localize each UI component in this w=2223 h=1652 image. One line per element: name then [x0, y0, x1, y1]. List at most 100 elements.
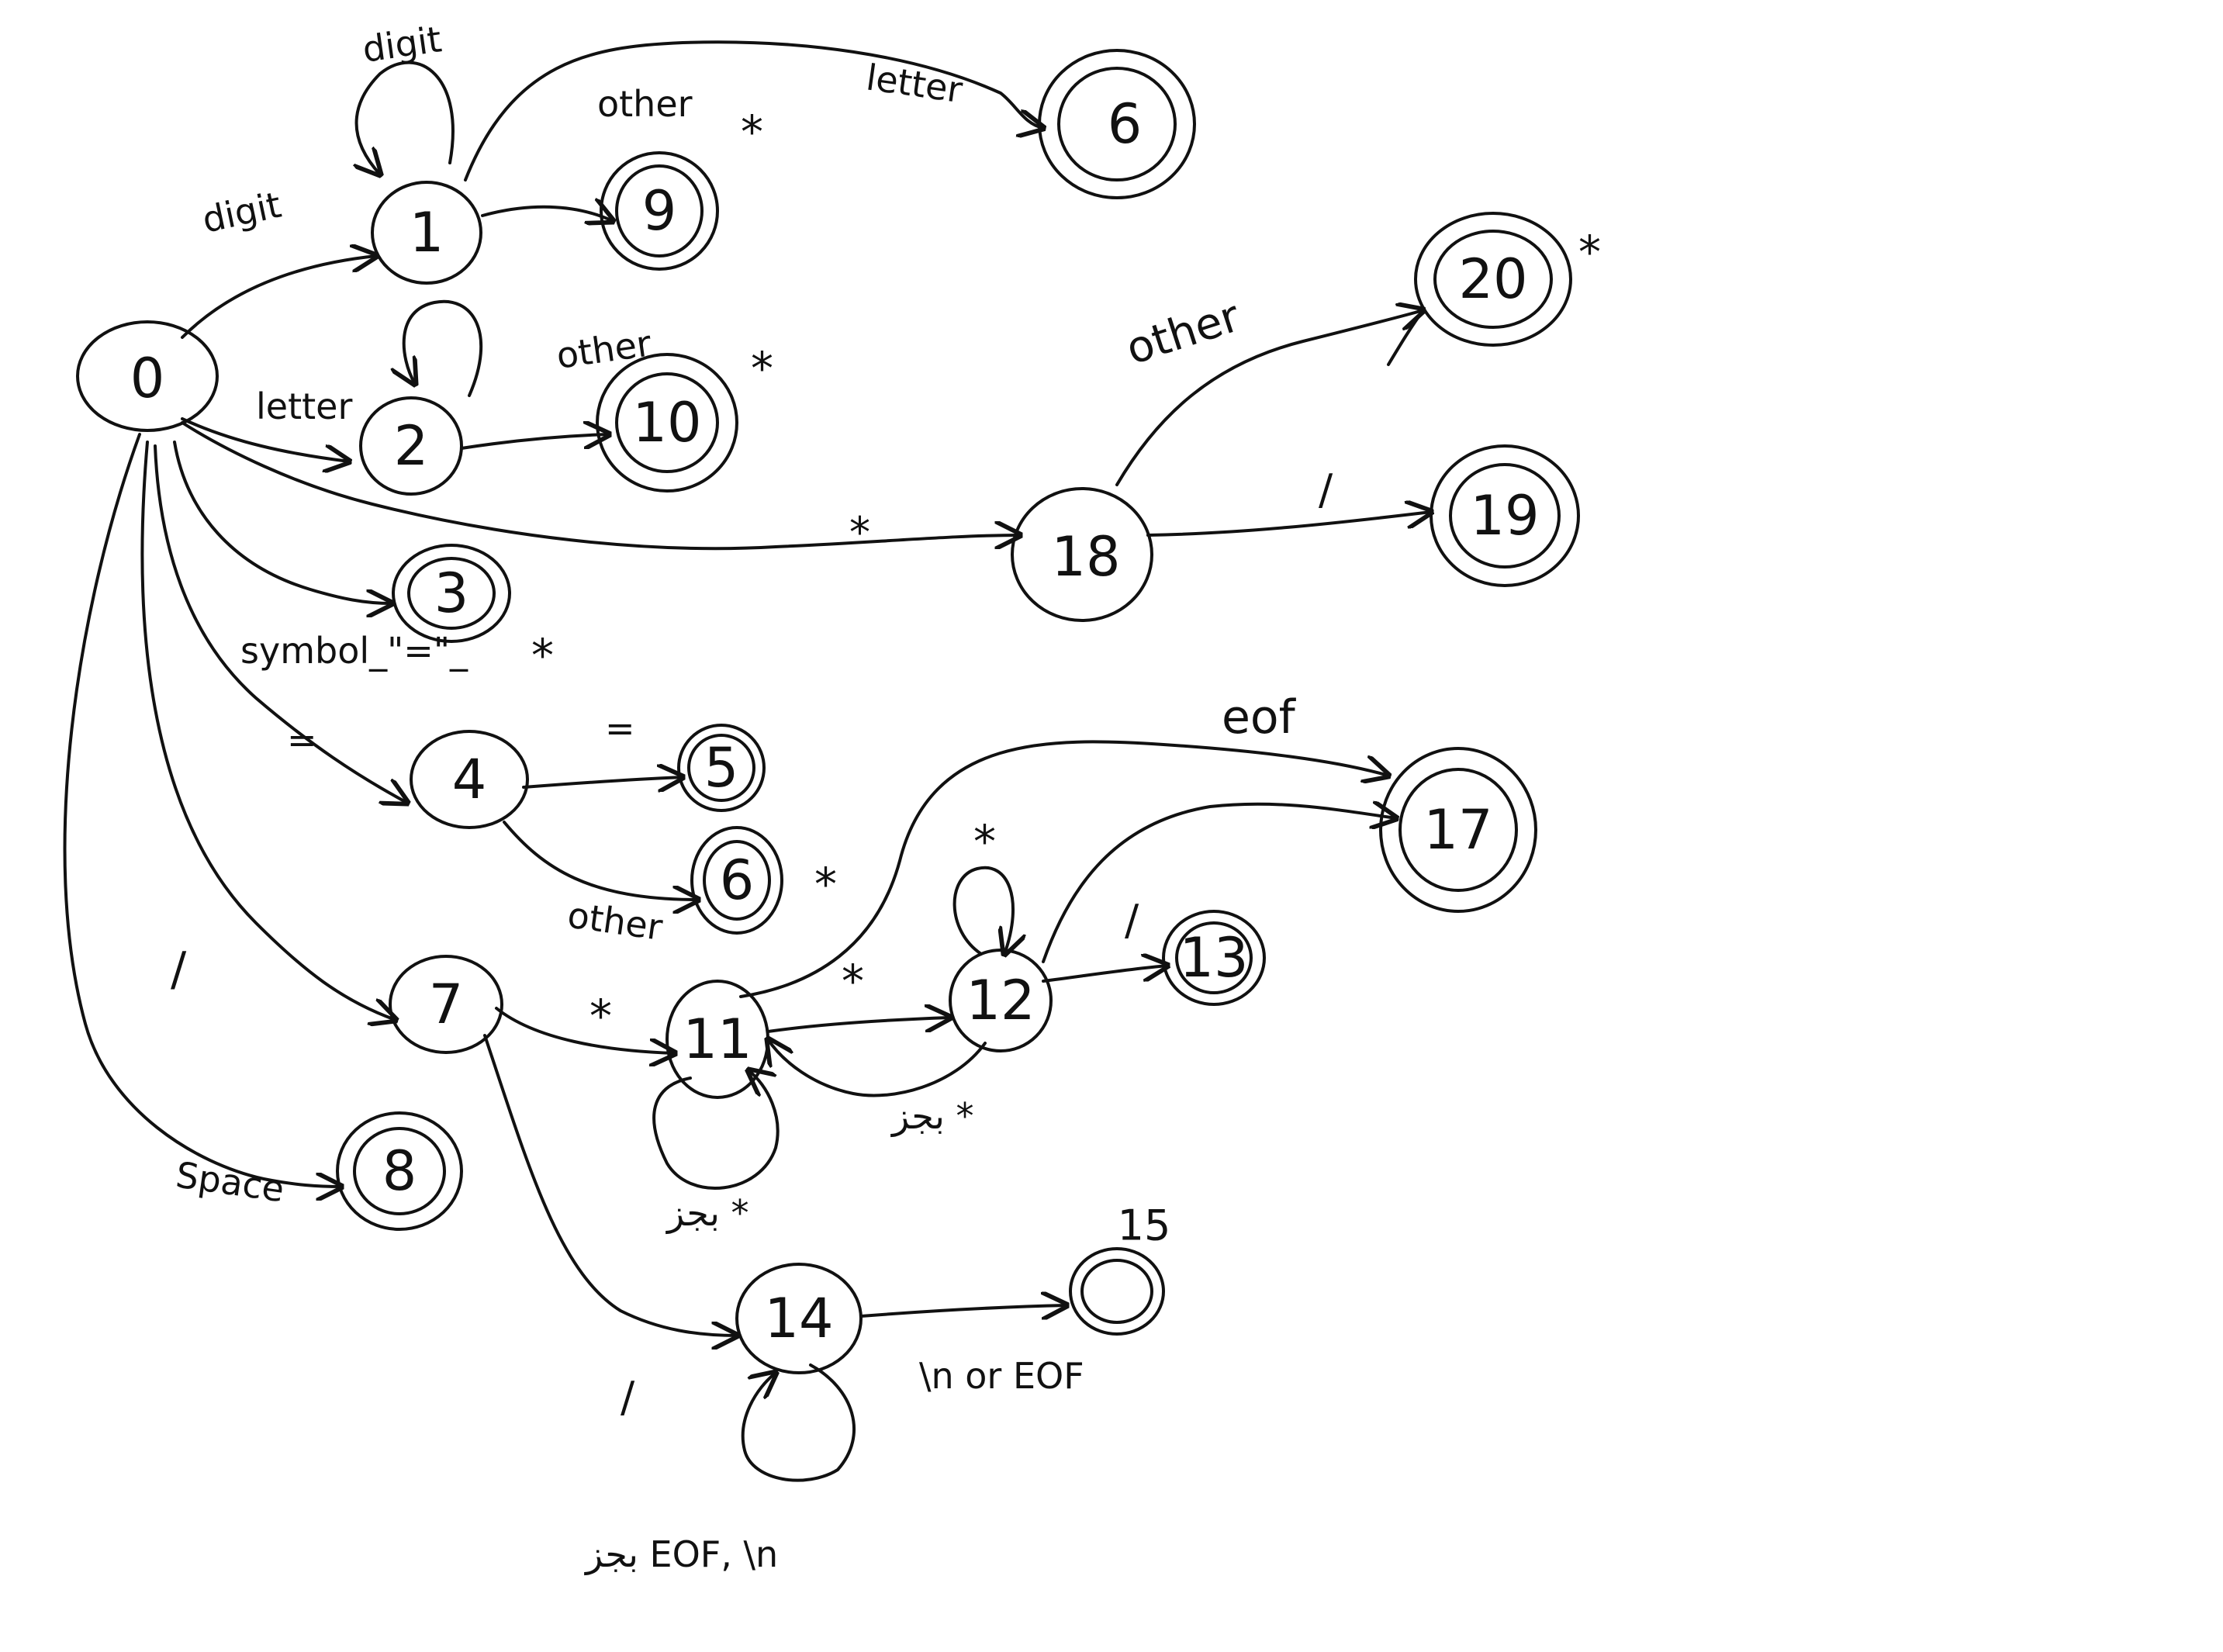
retract-mark-6: *: [814, 858, 837, 911]
state-10: 10: [596, 353, 738, 492]
label-e-0-1: digit: [199, 184, 285, 241]
label-e-12-12: *: [973, 815, 996, 868]
svg-text:0: 0: [130, 347, 165, 410]
edge-1-1: [357, 60, 455, 175]
edge-2-2: [404, 299, 482, 397]
label-e-1-16: letter: [863, 56, 965, 111]
edge-12-17: [1042, 804, 1396, 963]
state-6: 6: [690, 826, 783, 935]
edge-0-3: [173, 441, 392, 603]
state-7: 7: [389, 955, 503, 1054]
state-13: 13: [1162, 910, 1266, 1006]
label-e-18-20: other: [1120, 291, 1246, 375]
label-e-14-15: \n or EOF: [919, 1355, 1084, 1397]
edge-0-8: [63, 433, 341, 1187]
label-e-12-11: بجز *: [890, 1095, 974, 1138]
svg-text:6: 6: [1108, 92, 1143, 156]
svg-text:8: 8: [382, 1139, 417, 1203]
state-5: 5: [677, 724, 766, 812]
svg-text:17: 17: [1423, 798, 1492, 862]
state-20: 20: [1414, 212, 1572, 347]
state-11: 11: [666, 980, 769, 1099]
edge-12-11: [768, 1039, 987, 1097]
svg-text:3: 3: [434, 562, 469, 625]
svg-text:9: 9: [642, 179, 677, 243]
label-e-0-3: symbol_"="_: [240, 630, 468, 672]
state-3: 3: [392, 544, 511, 643]
edge-0-1: [181, 256, 376, 339]
edge-1-9: [481, 207, 613, 221]
edge-0-2: [181, 417, 349, 461]
edge-4-5: [522, 777, 683, 787]
edge-18-19: [1146, 512, 1431, 537]
svg-text:10: 10: [632, 391, 701, 454]
retract-mark-20: *: [1578, 226, 1601, 278]
edge-12-13: [1042, 966, 1167, 983]
label-e-0-18: *: [849, 508, 870, 557]
state-18: 18: [1011, 487, 1153, 622]
edge-11-12: [766, 1018, 950, 1033]
retract-mark-10: *: [751, 342, 773, 395]
state-2: 2: [359, 396, 463, 496]
svg-text:20: 20: [1458, 247, 1527, 311]
state-15: 15: [1069, 1201, 1171, 1336]
label-e-0-7: /: [171, 942, 187, 997]
edge-7-11: [495, 1007, 675, 1053]
label-e-2-10: other: [554, 322, 654, 377]
label-e-4-5: =: [605, 707, 635, 749]
svg-text:6: 6: [720, 848, 755, 912]
edge-11-11: [652, 1070, 780, 1190]
svg-text:1: 1: [410, 201, 444, 264]
edge-1-16: [464, 40, 1043, 181]
label-e-7-14: /: [621, 1373, 635, 1422]
svg-text:13: 13: [1179, 926, 1248, 990]
retract-mark-9: *: [741, 105, 763, 158]
state-1: 1: [371, 181, 482, 285]
edge-14-15: [859, 1305, 1067, 1316]
state-12: 12: [949, 949, 1053, 1052]
label-e-14-14: بجز EOF, \n: [584, 1533, 778, 1576]
label-e-11-17: eof: [1222, 690, 1297, 745]
retract-mark-3: *: [531, 629, 554, 682]
label-e-7-11: *: [589, 990, 612, 1042]
edge-12-12: [952, 866, 1013, 954]
label-e-0-2: letter: [256, 385, 352, 427]
state-17: 17: [1379, 747, 1537, 913]
label-e-1-1: digit: [360, 18, 444, 71]
svg-text:4: 4: [452, 748, 487, 811]
svg-text:14: 14: [764, 1287, 833, 1350]
edge-14-14: [741, 1363, 856, 1482]
edge-18-20: [1115, 310, 1423, 486]
edge-4-6: [503, 821, 698, 900]
label-e-4-6: other: [565, 893, 665, 949]
edge-7-14: [483, 1034, 737, 1336]
svg-text:19: 19: [1470, 484, 1539, 548]
state-14: 14: [735, 1263, 863, 1374]
edge-0-18: [181, 421, 1020, 551]
label-e-11-11: بجز *: [666, 1192, 749, 1235]
svg-text:11: 11: [683, 1007, 752, 1071]
svg-text:7: 7: [429, 973, 464, 1036]
label-e-12-13: /: [1125, 896, 1139, 945]
state-0: 0: [76, 320, 219, 432]
edge-0-7: [140, 441, 396, 1020]
edge-18-20-tail: [1387, 309, 1425, 366]
svg-text:15: 15: [1118, 1201, 1171, 1250]
edge-11-17: [739, 740, 1388, 998]
state-9: 9: [600, 151, 719, 271]
state-19: 19: [1430, 444, 1580, 587]
svg-text:2: 2: [394, 414, 429, 478]
label-e-11-12: *: [842, 955, 864, 1007]
label-e-0-8: Space: [173, 1153, 286, 1210]
label-e-18-19: /: [1319, 465, 1333, 514]
edge-0-4: [154, 444, 407, 803]
svg-text:12: 12: [966, 969, 1035, 1032]
edge-2-10: [460, 434, 609, 450]
state-16: 6: [1038, 49, 1196, 199]
svg-text:5: 5: [704, 736, 739, 800]
label-e-0-4: =: [287, 719, 317, 761]
state-8: 8: [336, 1111, 463, 1231]
svg-text:18: 18: [1051, 525, 1120, 589]
label-e-1-9: other: [597, 83, 693, 125]
